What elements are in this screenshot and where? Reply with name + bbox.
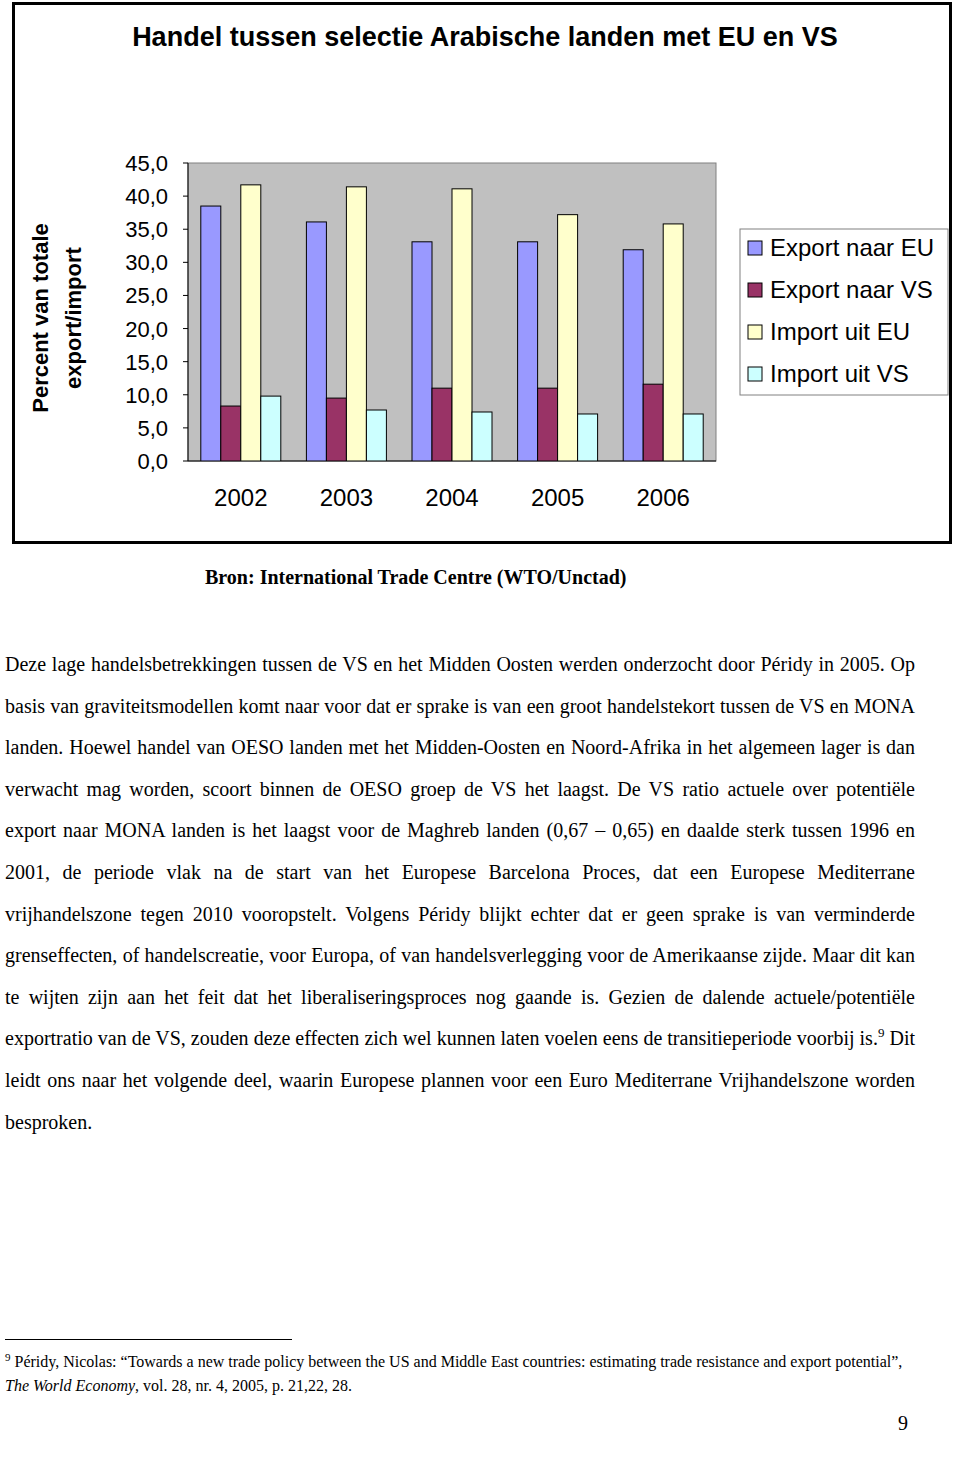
y-tick-label: 20,0: [125, 317, 168, 342]
legend-label: Export naar VS: [770, 276, 933, 303]
bar: [452, 189, 472, 461]
chart-svg: 0,0 5,0 10,0 15,0 20,0 25,0 30,0 35,0 40,0 45,0 20…: [15, 5, 949, 541]
source-line: Bron: International Trade Centre (WTO/Un…: [205, 566, 626, 589]
x-tick-label: 2003: [320, 484, 373, 511]
y-tick-label: 35,0: [125, 217, 168, 242]
chart-title: Handel tussen selectie Arabische landen …: [110, 18, 860, 56]
footnote: 9 Péridy, Nicolas: “Towards a new trade …: [5, 1350, 915, 1398]
footnote-text: Péridy, Nicolas: “Towards a new trade po…: [11, 1353, 903, 1370]
footnote-number: 9: [5, 1351, 11, 1363]
legend-label: Import uit EU: [770, 318, 910, 345]
footnote-text: , vol. 28, nr. 4, 2005, p. 21,22, 28.: [135, 1377, 352, 1394]
footnote-rule: [5, 1339, 292, 1340]
y-tick: [183, 328, 188, 329]
y-tick: [183, 262, 188, 263]
bars: [201, 185, 703, 461]
footnote-journal: The World Economy: [5, 1377, 135, 1394]
legend-swatch: [748, 241, 762, 255]
bar: [518, 242, 538, 461]
y-axis-title: Percent van totale export/import: [24, 213, 90, 423]
bar: [432, 388, 452, 461]
y-tick-label: 25,0: [125, 283, 168, 308]
x-tick-label: 2005: [531, 484, 584, 511]
legend: Export naar EU Export naar VS Import uit E…: [740, 229, 948, 395]
y-tick-label: 5,0: [137, 416, 168, 441]
bar: [261, 396, 281, 461]
y-tick-label: 15,0: [125, 350, 168, 375]
x-tick-label: 2006: [637, 484, 690, 511]
y-tick: [183, 461, 188, 462]
x-tick-label: 2002: [214, 484, 267, 511]
bar: [472, 412, 492, 461]
y-tick-label: 0,0: [137, 449, 168, 474]
y-tick: [183, 229, 188, 230]
bar: [683, 414, 703, 461]
y-tick: [183, 361, 188, 362]
y-tick: [183, 295, 188, 296]
bar: [366, 410, 386, 461]
bar: [221, 406, 241, 461]
bar: [241, 185, 261, 461]
chart-frame: 0,0 5,0 10,0 15,0 20,0 25,0 30,0 35,0 40,0 45,0 20…: [12, 2, 952, 544]
y-tick-label: 10,0: [125, 383, 168, 408]
y-tick: [183, 163, 188, 164]
paragraph: Deze lage handelsbetrekkingen tussen de …: [5, 644, 915, 1143]
y-axis-line: [188, 163, 189, 461]
bar: [346, 187, 366, 461]
paragraph-text: Deze lage handelsbetrekkingen tussen de …: [5, 653, 915, 1049]
legend-swatch: [748, 283, 762, 297]
page-number: 9: [898, 1412, 908, 1435]
footnote-ref: 9: [878, 1026, 885, 1041]
y-tick: [183, 427, 188, 428]
legend-box: [740, 229, 948, 395]
y-tick: [183, 394, 188, 395]
bar: [201, 206, 221, 461]
bar: [643, 384, 663, 461]
legend-swatch: [748, 367, 762, 381]
bar: [578, 414, 598, 461]
legend-label: Export naar EU: [770, 234, 934, 261]
plot-area: [188, 163, 716, 461]
legend-label: Import uit VS: [770, 360, 909, 387]
bar: [558, 215, 578, 461]
bar: [326, 398, 346, 461]
bar: [538, 388, 558, 461]
bar: [412, 242, 432, 461]
y-tick-label: 40,0: [125, 184, 168, 209]
y-tick: [183, 196, 188, 197]
bar: [306, 222, 326, 461]
bar: [623, 250, 643, 461]
x-tick-label: 2004: [425, 484, 478, 511]
bar: [663, 224, 683, 461]
y-tick-label: 30,0: [125, 250, 168, 275]
y-tick-label: 45,0: [125, 151, 168, 176]
legend-swatch: [748, 325, 762, 339]
